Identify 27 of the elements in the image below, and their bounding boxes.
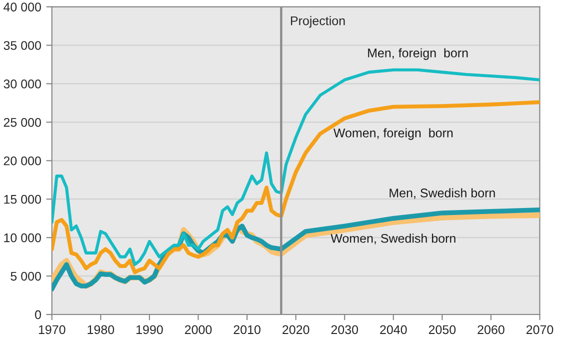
x-tick-label: 2020	[282, 325, 310, 334]
y-tick-label: 20 000	[4, 156, 41, 166]
y-tick-label: 30 000	[4, 80, 41, 88]
y-tick-label: 10 000	[4, 233, 41, 242]
series-label: Men, Swedish born	[390, 188, 495, 199]
ref-line-label: Projection	[290, 16, 345, 28]
x-tick-label: 2030	[331, 325, 358, 334]
y-tick-label: 40 000	[4, 2, 41, 12]
line-series	[52, 68, 540, 266]
x-tick-label: 1990	[136, 325, 163, 334]
x-tick-label: 1980	[88, 325, 114, 334]
x-tick-label: 2040	[380, 325, 407, 334]
x-tick-label: 2050	[428, 325, 456, 334]
x-tick-label: 1970	[38, 325, 66, 334]
x-tick-label: 2060	[478, 325, 504, 334]
y-tick-label: 25 000	[4, 118, 41, 127]
y-tick-label: 5 000	[10, 272, 41, 281]
line-series	[52, 100, 540, 274]
x-tick-label: 2070	[526, 325, 554, 334]
x-tick-label: 2000	[184, 325, 212, 334]
series-label: Women, foreign born	[333, 128, 453, 140]
x-tick-label: 2010	[234, 325, 260, 334]
y-tick-label: 35 000	[4, 41, 41, 50]
y-tick-label: 0	[35, 310, 41, 320]
y-tick-label: 15 000	[4, 194, 41, 204]
series-label: Women, Swedish born	[330, 234, 456, 244]
series-label: Men, foreign born	[368, 48, 468, 60]
